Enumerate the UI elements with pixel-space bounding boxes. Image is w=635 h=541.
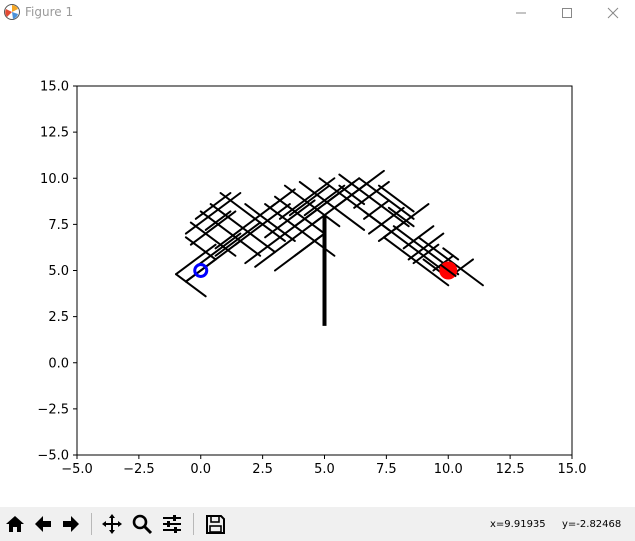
tree-edge: [194, 232, 242, 268]
maximize-button[interactable]: [544, 0, 590, 26]
tree-edge: [288, 184, 331, 217]
zoom-button[interactable]: [129, 511, 155, 537]
close-icon: [607, 7, 619, 19]
tree-edge: [283, 184, 341, 228]
tree-edge: [219, 192, 286, 242]
tree-edge: [175, 273, 207, 298]
x-tick-label: −5.0: [61, 462, 93, 477]
maximize-icon: [562, 8, 572, 18]
x-tick-label: 0.0: [190, 462, 211, 477]
tree-edge: [184, 236, 217, 261]
tree-edge: [175, 243, 217, 276]
x-axis-ticks: −5.0 −2.5 0.0 2.5 5.0 7.5 10.0 12.5 15.0: [61, 455, 586, 477]
start-marker: [193, 263, 209, 278]
tree-edge: [382, 236, 450, 287]
home-icon: [6, 516, 24, 532]
pan-button[interactable]: [99, 511, 125, 537]
y-tick-label: 5.0: [48, 264, 69, 279]
tree-edge: [278, 177, 336, 220]
y-tick-label: 15.0: [40, 80, 69, 95]
figure-canvas[interactable]: −5.0 −2.5 0.0 2.5 5.0 7.5 10.0 12.5 15.0 −5.0 −2.…: [0, 26, 635, 507]
tree-edge: [363, 210, 445, 272]
rrt-tree: [175, 169, 484, 298]
tree-edge: [293, 232, 326, 257]
tree-edge: [387, 206, 415, 228]
matplotlib-app-icon: [4, 4, 20, 20]
x-tick-label: 15.0: [558, 462, 587, 477]
tree-edge: [209, 203, 276, 254]
tree-edge: [269, 188, 296, 209]
coordinate-y-readout: y=-2.82468: [562, 519, 622, 530]
tree-edge: [407, 232, 445, 261]
tree-edge: [214, 203, 276, 250]
x-tick-label: 7.5: [376, 462, 397, 477]
y-tick-label: 10.0: [40, 172, 69, 187]
window-title: Figure 1: [25, 5, 74, 19]
y-axis-ticks: −5.0 −2.5 0.0 2.5 5.0 7.5 10.0 12.5 15.0: [37, 80, 77, 464]
tree-edge: [353, 180, 390, 209]
x-tick-label: −2.5: [123, 462, 155, 477]
tree-edge: [184, 258, 217, 283]
tree-edge: [358, 177, 415, 220]
coordinate-x-readout: x=9.91935: [490, 519, 546, 530]
configure-subplots-icon: [163, 515, 181, 533]
tree-edge: [244, 203, 296, 242]
y-tick-label: −2.5: [37, 402, 69, 417]
plot-markers: [193, 215, 458, 326]
close-button[interactable]: [590, 0, 635, 26]
forward-icon: [63, 516, 79, 532]
back-button[interactable]: [30, 511, 56, 537]
plot-svg[interactable]: −5.0 −2.5 0.0 2.5 5.0 7.5 10.0 12.5 15.0 −5.0 −2.…: [0, 26, 635, 507]
y-tick-label: 7.5: [48, 218, 69, 233]
home-button[interactable]: [2, 511, 28, 537]
x-tick-label: 2.5: [252, 462, 273, 477]
minimize-button[interactable]: [498, 0, 544, 26]
y-tick-label: −5.0: [37, 449, 69, 464]
y-tick-label: 2.5: [48, 310, 69, 325]
tree-edge: [204, 210, 232, 231]
x-tick-label: 10.0: [434, 462, 463, 477]
tree-edge: [254, 217, 321, 268]
x-tick-label: 12.5: [496, 462, 525, 477]
back-icon: [35, 516, 51, 532]
tree-edge: [368, 206, 405, 235]
tree-edge: [298, 180, 366, 231]
tree-edge: [303, 184, 346, 217]
tree-edge: [264, 199, 316, 239]
navigation-toolbar: x=9.91935 y=-2.82468: [0, 507, 635, 541]
tree-edge: [199, 210, 262, 257]
tree-edge: [244, 206, 321, 265]
tree-edge: [377, 184, 415, 213]
y-tick-label: 12.5: [40, 126, 69, 141]
tree-edge: [377, 203, 430, 242]
x-tick-label: 5.0: [314, 462, 335, 477]
title-bar: Figure 1: [0, 0, 635, 26]
goal-path-segment: [439, 263, 457, 278]
zoom-icon: [132, 514, 153, 535]
tree-edge: [274, 195, 326, 235]
pan-icon: [102, 514, 122, 534]
save-button[interactable]: [202, 511, 228, 537]
tree-edge: [323, 177, 361, 206]
tree-edge: [189, 221, 237, 257]
tree-edge: [214, 221, 262, 257]
save-icon: [206, 515, 225, 534]
forward-button[interactable]: [58, 511, 84, 537]
tree-edge: [442, 247, 460, 261]
minimize-icon: [516, 12, 526, 14]
toolbar-separator: [91, 513, 92, 535]
configure-subplots-button[interactable]: [159, 511, 185, 537]
tree-edge: [402, 225, 435, 250]
y-tick-label: 0.0: [48, 356, 69, 371]
toolbar-separator: [193, 513, 194, 535]
